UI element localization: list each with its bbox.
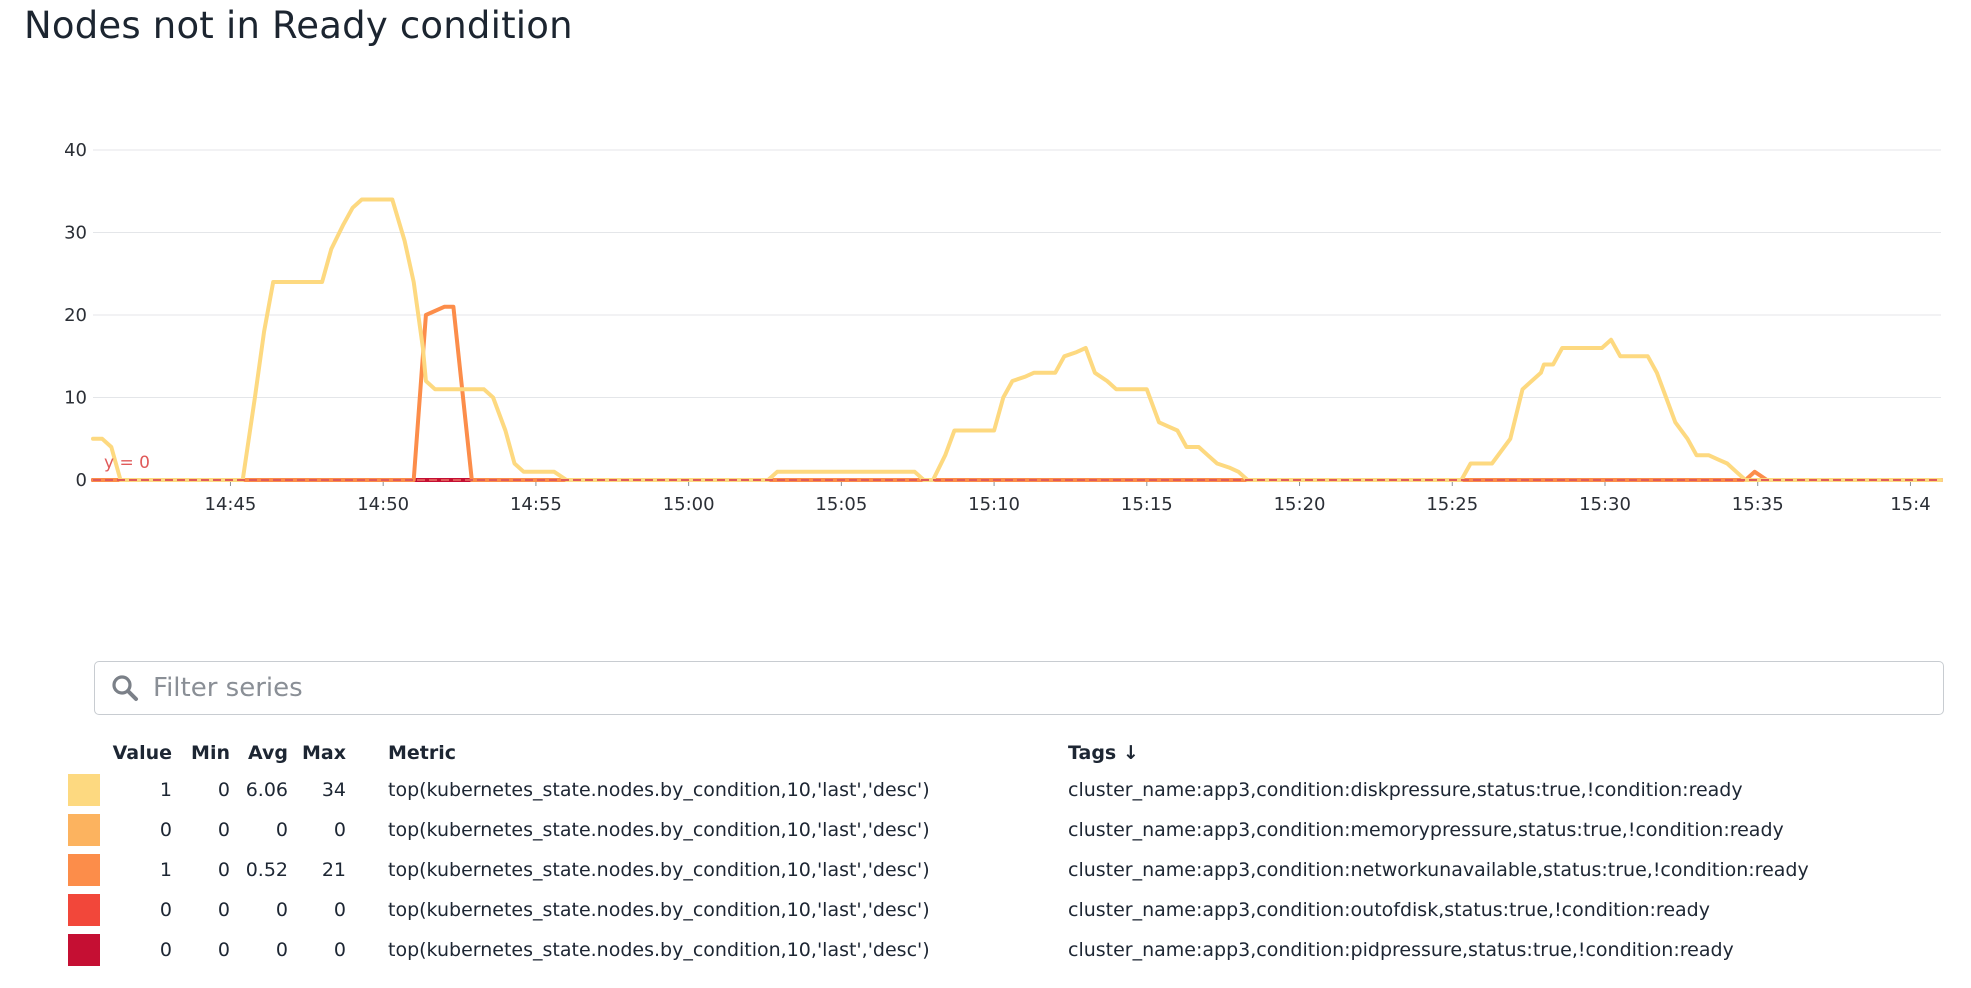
legend-row[interactable]: 0 0 0 0 top(kubernetes_state.nodes.by_condit… <box>68 810 1809 850</box>
legend-value: 1 <box>159 859 172 881</box>
legend-swatch-cell <box>68 850 106 890</box>
legend-spacer <box>346 930 388 970</box>
series-line[interactable] <box>91 304 1943 482</box>
x-tick-label: 15:30 <box>1579 494 1631 515</box>
legend-avg: 0.52 <box>245 859 288 881</box>
legend-metric: top(kubernetes_state.nodes.by_condition,… <box>388 939 930 961</box>
legend-row[interactable]: 1 0 6.06 34 top(kubernetes_state.nodes.by_co… <box>68 770 1809 810</box>
legend-avg: 0 <box>275 939 288 961</box>
legend-col-min[interactable]: Min <box>191 742 230 764</box>
legend-avg: 6.06 <box>245 779 288 801</box>
y-tick-label: 40 <box>64 140 87 161</box>
x-axis-ticks: 14:45 14:50 14:55 15:00 15:05 15:10 15:15 15:20… <box>93 479 1941 515</box>
legend-row[interactable]: 1 0 0.52 21 top(kubernetes_state.nodes.by_co… <box>68 850 1809 890</box>
x-tick-label: 14:50 <box>357 494 409 515</box>
chart-title: Nodes not in Ready condition <box>24 4 573 47</box>
x-tick-label: 15:4 <box>1890 494 1930 515</box>
legend-min: 0 <box>217 939 230 961</box>
legend-value: 0 <box>159 899 172 921</box>
x-tick-label: 15:10 <box>968 494 1020 515</box>
series-color-swatch[interactable] <box>68 774 100 806</box>
legend-min: 0 <box>217 859 230 881</box>
series-lines <box>91 197 1943 482</box>
legend-metric: top(kubernetes_state.nodes.by_condition,… <box>388 899 930 921</box>
legend-header-row: Value Min Avg Max Metric Tags ↓ <box>68 736 1809 770</box>
legend-swatch-cell <box>68 890 106 930</box>
timeseries-chart[interactable]: 0 10 20 30 40 14:45 14:50 14:55 15:00 15:05 15:10… <box>0 0 1971 520</box>
series-color-swatch[interactable] <box>68 934 100 966</box>
x-tick-label: 14:55 <box>510 494 562 515</box>
legend-col-metric[interactable]: Metric <box>388 742 457 764</box>
legend-tags: cluster_name:app3,condition:memorypressu… <box>1068 819 1784 841</box>
legend-max: 34 <box>321 779 346 801</box>
legend-metric: top(kubernetes_state.nodes.by_condition,… <box>388 859 930 881</box>
legend-row[interactable]: 0 0 0 0 top(kubernetes_state.nodes.by_condit… <box>68 930 1809 970</box>
legend-row[interactable]: 0 0 0 0 top(kubernetes_state.nodes.by_condit… <box>68 890 1809 930</box>
legend-tags: cluster_name:app3,condition:pidpressure,… <box>1068 939 1734 961</box>
legend-avg: 0 <box>275 899 288 921</box>
legend-swatch-header <box>68 736 106 770</box>
zero-marker: y = 0 <box>93 453 1941 481</box>
series-color-swatch[interactable] <box>68 814 100 846</box>
legend-swatch-cell <box>68 770 106 810</box>
legend-avg: 0 <box>275 819 288 841</box>
legend-tags: cluster_name:app3,condition:networkunava… <box>1068 859 1809 881</box>
filter-series-box[interactable] <box>94 661 1944 715</box>
x-tick-label: 14:45 <box>205 494 257 515</box>
filter-series-input[interactable] <box>151 672 1855 704</box>
y-axis-ticks: 0 10 20 30 40 <box>64 140 87 491</box>
search-icon <box>112 675 138 701</box>
legend-swatch-cell <box>68 810 106 850</box>
legend-col-max[interactable]: Max <box>302 742 346 764</box>
legend-max: 0 <box>333 939 346 961</box>
legend-col-avg[interactable]: Avg <box>247 742 288 764</box>
legend-value: 0 <box>159 819 172 841</box>
y-tick-label: 10 <box>64 388 87 409</box>
x-tick-label: 15:05 <box>815 494 867 515</box>
legend-min: 0 <box>217 819 230 841</box>
legend-max: 0 <box>333 899 346 921</box>
legend-spacer <box>346 850 388 890</box>
legend-spacer <box>346 736 388 770</box>
y-tick-label: 20 <box>64 305 87 326</box>
legend-tags: cluster_name:app3,condition:diskpressure… <box>1068 779 1743 801</box>
legend-spacer <box>346 770 388 810</box>
series-legend: Value Min Avg Max Metric Tags ↓ 1 0 6.06 34… <box>68 736 1809 970</box>
legend-swatch-cell <box>68 930 106 970</box>
legend-value: 0 <box>159 939 172 961</box>
legend-min: 0 <box>217 779 230 801</box>
series-line[interactable] <box>91 197 1943 482</box>
legend-max: 21 <box>321 859 346 881</box>
marker-label: y = 0 <box>104 453 150 473</box>
legend-spacer <box>346 890 388 930</box>
legend-col-tags[interactable]: Tags ↓ <box>1068 742 1139 764</box>
grid-lines <box>93 149 1941 398</box>
legend-min: 0 <box>217 899 230 921</box>
legend-col-value[interactable]: Value <box>112 742 172 764</box>
x-tick-label: 15:00 <box>663 494 715 515</box>
x-tick-label: 15:20 <box>1274 494 1326 515</box>
series-color-swatch[interactable] <box>68 854 100 886</box>
series-color-swatch[interactable] <box>68 894 100 926</box>
legend-spacer <box>346 810 388 850</box>
y-tick-label: 30 <box>64 223 87 244</box>
x-tick-label: 15:35 <box>1732 494 1784 515</box>
legend-max: 0 <box>333 819 346 841</box>
x-tick-label: 15:15 <box>1121 494 1173 515</box>
legend-tags: cluster_name:app3,condition:outofdisk,st… <box>1068 899 1710 921</box>
x-tick-label: 15:25 <box>1426 494 1478 515</box>
legend-metric: top(kubernetes_state.nodes.by_condition,… <box>388 819 930 841</box>
legend-value: 1 <box>159 779 172 801</box>
legend-metric: top(kubernetes_state.nodes.by_condition,… <box>388 779 930 801</box>
y-tick-label: 0 <box>76 470 87 491</box>
